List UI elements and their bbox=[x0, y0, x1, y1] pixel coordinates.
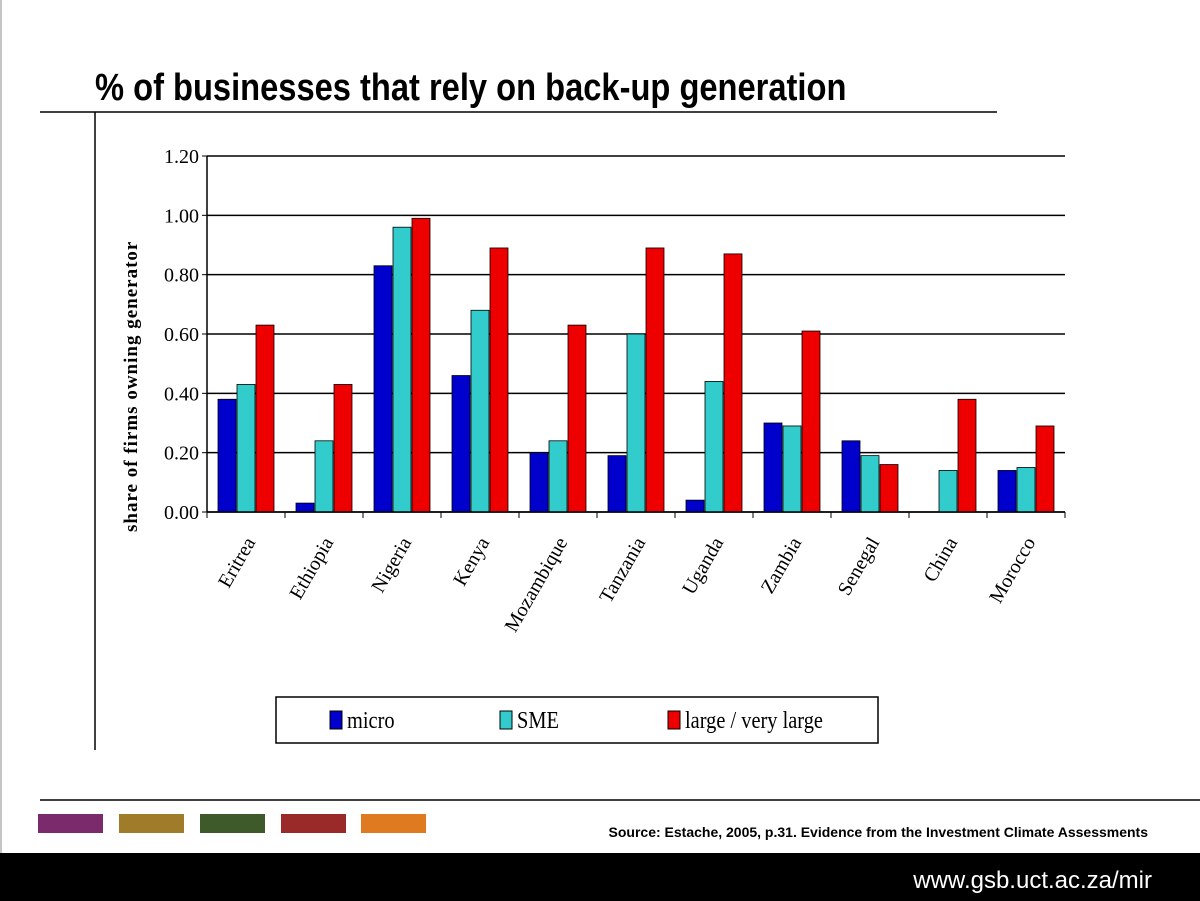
bar bbox=[723, 253, 743, 513]
x-tick-label: Morocco bbox=[985, 534, 1040, 608]
bar bbox=[470, 309, 490, 513]
bar bbox=[801, 330, 821, 513]
x-tick-label: Kenya bbox=[449, 533, 494, 589]
y-tick-label: 0.20 bbox=[164, 443, 199, 465]
bar bbox=[451, 375, 471, 513]
bar bbox=[957, 398, 977, 513]
x-tick-label: Nigeria bbox=[367, 533, 416, 596]
legend-label: SME bbox=[517, 706, 559, 733]
y-tick-label: 0.80 bbox=[164, 265, 199, 287]
legend-swatch bbox=[667, 710, 681, 730]
y-tick-label: 0.00 bbox=[164, 502, 199, 524]
x-tick-label: Ethiopia bbox=[285, 533, 338, 603]
x-tick-label: Tanzania bbox=[595, 533, 650, 606]
bar bbox=[879, 464, 899, 513]
x-tick-label: Eritrea bbox=[214, 533, 260, 591]
bar bbox=[685, 499, 705, 513]
legend-swatch bbox=[499, 710, 513, 730]
slide-title: % of businesses that rely on back-up gen… bbox=[95, 66, 846, 109]
bar bbox=[841, 440, 861, 513]
color-swatch bbox=[361, 814, 426, 833]
bar bbox=[314, 440, 334, 513]
legend-label: micro bbox=[347, 706, 395, 733]
color-swatch bbox=[38, 814, 103, 833]
x-tick-label: China bbox=[919, 533, 962, 585]
y-tick-label: 1.00 bbox=[164, 205, 199, 227]
bar bbox=[1016, 467, 1036, 513]
bar bbox=[626, 333, 646, 513]
x-tick-label: Mozambique bbox=[501, 533, 573, 635]
footer-url[interactable]: www.gsb.uct.ac.za/mir bbox=[912, 867, 1152, 894]
bar bbox=[373, 265, 393, 513]
bar bbox=[997, 470, 1017, 513]
bar bbox=[255, 324, 275, 513]
bar bbox=[782, 425, 802, 513]
bar bbox=[236, 384, 256, 513]
bar bbox=[529, 452, 549, 513]
legend-swatch bbox=[329, 710, 343, 730]
bar bbox=[392, 226, 412, 513]
color-swatch bbox=[119, 814, 184, 833]
bar bbox=[333, 384, 353, 513]
bar bbox=[607, 455, 627, 513]
bar bbox=[860, 455, 880, 513]
x-tick-label: Uganda bbox=[678, 533, 728, 598]
footer-bar bbox=[0, 853, 1200, 901]
legend-box bbox=[275, 696, 879, 744]
x-tick-label: Zambia bbox=[757, 533, 807, 597]
y-tick-label: 0.40 bbox=[164, 383, 199, 405]
bar bbox=[938, 470, 958, 513]
x-tick-label: Senegal bbox=[834, 533, 885, 599]
legend-label: large / very large bbox=[685, 706, 823, 733]
y-tick-label: 0.60 bbox=[164, 324, 199, 346]
source-note: Source: Estache, 2005, p.31. Evidence fr… bbox=[609, 824, 1149, 840]
y-tick-label: 1.20 bbox=[164, 146, 199, 168]
bar bbox=[1035, 425, 1055, 513]
bar bbox=[489, 247, 509, 513]
bar bbox=[763, 422, 783, 513]
bar bbox=[295, 502, 315, 513]
bar bbox=[645, 247, 665, 513]
bar bbox=[704, 381, 724, 513]
bar bbox=[548, 440, 568, 513]
color-swatch bbox=[281, 814, 346, 833]
color-swatch bbox=[200, 814, 265, 833]
bar bbox=[411, 217, 431, 513]
y-axis-label: share of firms owning generator bbox=[121, 241, 142, 532]
bar bbox=[567, 324, 587, 513]
bar bbox=[217, 398, 237, 513]
